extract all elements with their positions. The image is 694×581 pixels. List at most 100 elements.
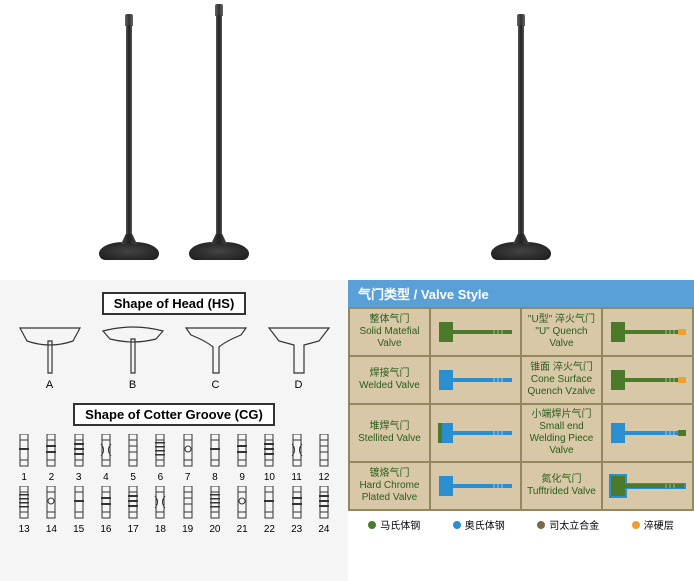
valve-style-icon bbox=[606, 468, 688, 504]
style-row: 堆焊气门Stellited Valve 小端焊片气门Small end Weld… bbox=[349, 404, 693, 462]
groove-icon bbox=[13, 486, 35, 520]
photo-group-right bbox=[348, 0, 694, 280]
style-icon-cell bbox=[430, 356, 521, 404]
legend-dot bbox=[453, 521, 461, 529]
groove-label: 3 bbox=[76, 472, 82, 483]
groove-label: 14 bbox=[46, 524, 57, 535]
groove-icon bbox=[231, 434, 253, 468]
legend-label: 司太立合金 bbox=[549, 517, 599, 532]
style-icon-cell bbox=[602, 356, 693, 404]
head-shape-icon bbox=[181, 323, 251, 375]
head-shape: D bbox=[264, 323, 334, 391]
style-label: 整体气门Solid Matefial Valve bbox=[349, 308, 430, 356]
style-row: 镀烙气门Hard Chrome Plated Valve 氮化气门Tufftri… bbox=[349, 462, 693, 510]
legend-label: 奥氏体钢 bbox=[465, 517, 505, 532]
style-icon-cell bbox=[602, 462, 693, 510]
head-shape-label: D bbox=[295, 379, 303, 391]
groove-label: 20 bbox=[209, 524, 220, 535]
valve-style-table: 整体气门Solid Matefial Valve "U型" 淬火气门"U" Qu… bbox=[348, 307, 694, 511]
groove-label: 7 bbox=[185, 472, 191, 483]
style-icon-cell bbox=[602, 404, 693, 462]
valve-style-icon bbox=[434, 314, 516, 350]
groove-label: 16 bbox=[100, 524, 111, 535]
head-shape-title: Shape of Head (HS) bbox=[102, 292, 247, 315]
groove-item: 22 bbox=[257, 486, 281, 535]
groove-item: 3 bbox=[67, 434, 91, 483]
style-label: 焊接气门Welded Valve bbox=[349, 356, 430, 404]
groove-item: 14 bbox=[39, 486, 63, 535]
head-shape-icon bbox=[264, 323, 334, 375]
groove-label: 19 bbox=[182, 524, 193, 535]
valve-photo bbox=[189, 4, 249, 260]
groove-icon bbox=[286, 434, 308, 468]
shape-panel: Shape of Head (HS) ABCD Shape of Cotter … bbox=[0, 280, 348, 581]
valve-style-icon bbox=[606, 314, 688, 350]
groove-item: 4 bbox=[94, 434, 118, 483]
head-shape: A bbox=[15, 323, 85, 391]
groove-label: 18 bbox=[155, 524, 166, 535]
legend-label: 马氏体钢 bbox=[380, 517, 420, 532]
groove-item: 18 bbox=[148, 486, 172, 535]
groove-icon bbox=[40, 486, 62, 520]
groove-item: 19 bbox=[176, 486, 200, 535]
style-icon-cell bbox=[430, 462, 521, 510]
head-shape-icon bbox=[98, 323, 168, 375]
valve-style-icon bbox=[434, 362, 516, 398]
groove-icon bbox=[231, 486, 253, 520]
legend-dot bbox=[632, 521, 640, 529]
groove-label: 4 bbox=[103, 472, 109, 483]
product-photos bbox=[0, 0, 694, 280]
groove-item: 20 bbox=[203, 486, 227, 535]
legend-dot bbox=[537, 521, 545, 529]
groove-item: 17 bbox=[121, 486, 145, 535]
groove-item: 16 bbox=[94, 486, 118, 535]
groove-item: 13 bbox=[12, 486, 36, 535]
groove-item: 1 bbox=[12, 434, 36, 483]
groove-label: 11 bbox=[291, 472, 301, 483]
groove-label: 22 bbox=[264, 524, 275, 535]
groove-item: 15 bbox=[67, 486, 91, 535]
groove-label: 24 bbox=[318, 524, 329, 535]
groove-label: 6 bbox=[158, 472, 164, 483]
groove-icon bbox=[68, 434, 90, 468]
groove-label: 17 bbox=[128, 524, 139, 535]
legend-dot bbox=[368, 521, 376, 529]
groove-icon bbox=[13, 434, 35, 468]
groove-shape-title: Shape of Cotter Groove (CG) bbox=[73, 403, 275, 426]
style-label: 小端焊片气门Small end Welding Piece Valve bbox=[521, 404, 602, 462]
valve-style-icon bbox=[434, 415, 516, 451]
groove-icon bbox=[68, 486, 90, 520]
legend: 马氏体钢 奥氏体钢 司太立合金 淬硬层 bbox=[348, 511, 694, 538]
groove-item: 21 bbox=[230, 486, 254, 535]
photo-group-left bbox=[0, 0, 348, 280]
groove-icon bbox=[258, 486, 280, 520]
valve-style-panel: 气门类型 / Valve Style 整体气门Solid Matefial Va… bbox=[348, 280, 694, 581]
groove-icon bbox=[258, 434, 280, 468]
style-label: 镀烙气门Hard Chrome Plated Valve bbox=[349, 462, 430, 510]
groove-item: 7 bbox=[176, 434, 200, 483]
style-label: 锥面 淬火气门Cone Surface Quench Vzalve bbox=[521, 356, 602, 404]
legend-label: 淬硬层 bbox=[644, 517, 674, 532]
legend-item: 奥氏体钢 bbox=[453, 517, 505, 532]
groove-icon bbox=[122, 434, 144, 468]
style-label: "U型" 淬火气门"U" Quench Valve bbox=[521, 308, 602, 356]
valve-style-icon bbox=[434, 468, 516, 504]
groove-item: 5 bbox=[121, 434, 145, 483]
groove-icon bbox=[177, 434, 199, 468]
groove-label: 13 bbox=[19, 524, 30, 535]
style-row: 整体气门Solid Matefial Valve "U型" 淬火气门"U" Qu… bbox=[349, 308, 693, 356]
valve-style-header: 气门类型 / Valve Style bbox=[348, 280, 694, 307]
groove-icon bbox=[177, 486, 199, 520]
groove-icon bbox=[95, 486, 117, 520]
groove-item: 6 bbox=[148, 434, 172, 483]
groove-icon bbox=[204, 434, 226, 468]
groove-icon bbox=[122, 486, 144, 520]
groove-icon bbox=[149, 434, 171, 468]
head-shape-label: A bbox=[46, 379, 53, 391]
groove-item: 11 bbox=[285, 434, 309, 483]
valve-photo bbox=[491, 14, 551, 260]
style-row: 焊接气门Welded Valve 锥面 淬火气门Cone Surface Que… bbox=[349, 356, 693, 404]
groove-item: 10 bbox=[257, 434, 281, 483]
groove-icon bbox=[95, 434, 117, 468]
style-label: 氮化气门Tufftrided Valve bbox=[521, 462, 602, 510]
